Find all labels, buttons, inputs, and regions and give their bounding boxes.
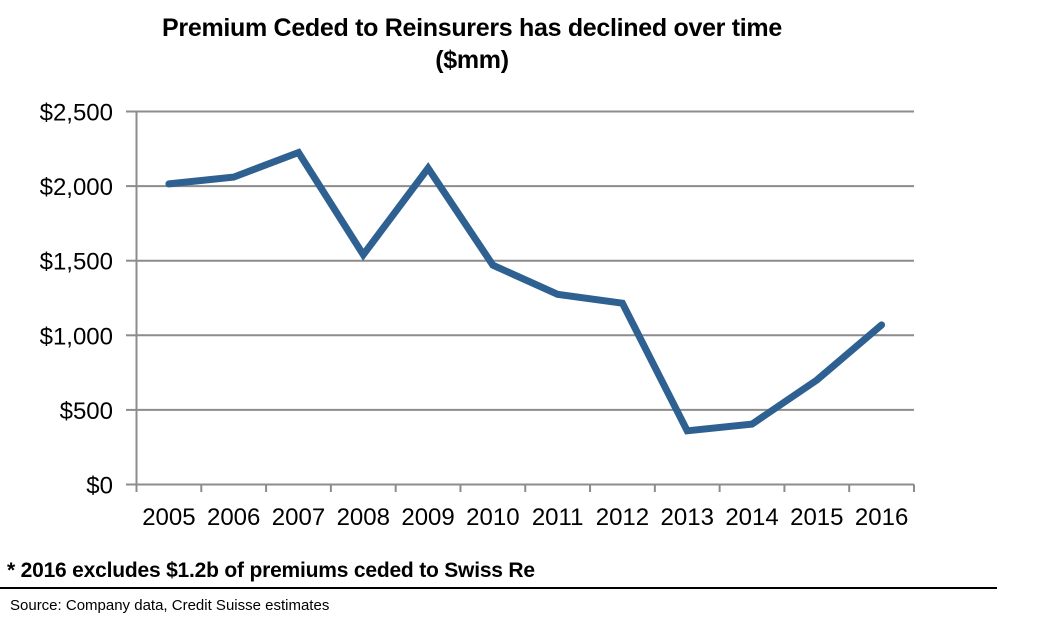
axis-ticks <box>126 110 915 492</box>
y-gridlines <box>136 110 914 411</box>
y-tick-label: $1,000 <box>40 323 113 350</box>
source-note: Source: Company data, Credit Suisse esti… <box>10 597 330 614</box>
axes <box>135 111 914 492</box>
x-tick-labels: 2005 2006 2007 2008 2009 2010 2011 2012 2013 2014… <box>142 504 908 531</box>
separator-line <box>0 587 997 589</box>
chart-title: Premium Ceded to Reinsurers has declined… <box>162 14 782 42</box>
y-tick-label: $500 <box>60 398 113 425</box>
x-tick-label: 2009 <box>401 504 454 531</box>
x-tick-label: 2016 <box>855 504 908 531</box>
x-tick-label: 2015 <box>790 504 843 531</box>
x-tick-label: 2012 <box>596 504 649 531</box>
chart-subtitle: ($mm) <box>435 46 509 74</box>
data-series-line <box>165 148 886 435</box>
x-tick-label: 2011 <box>532 504 584 531</box>
x-tick-label: 2013 <box>661 504 714 531</box>
y-tick-label: $0 <box>86 473 113 500</box>
y-tick-labels: $0 $500 $1,000 $1,500 $2,000 $2,500 <box>40 100 113 500</box>
y-tick-label: $1,500 <box>40 249 113 276</box>
x-tick-label: 2007 <box>272 504 325 531</box>
x-tick-label: 2008 <box>337 504 390 531</box>
y-tick-label: $2,500 <box>40 100 113 127</box>
x-tick-label: 2006 <box>207 504 260 531</box>
x-tick-label: 2014 <box>725 504 778 531</box>
footnote: * 2016 excludes $1.2b of premiums ceded … <box>7 559 535 582</box>
chart-title-block: Premium Ceded to Reinsurers has declined… <box>0 12 944 75</box>
y-tick-label: $2,000 <box>40 174 113 201</box>
x-tick-label: 2005 <box>142 504 195 531</box>
x-tick-label: 2010 <box>466 504 519 531</box>
